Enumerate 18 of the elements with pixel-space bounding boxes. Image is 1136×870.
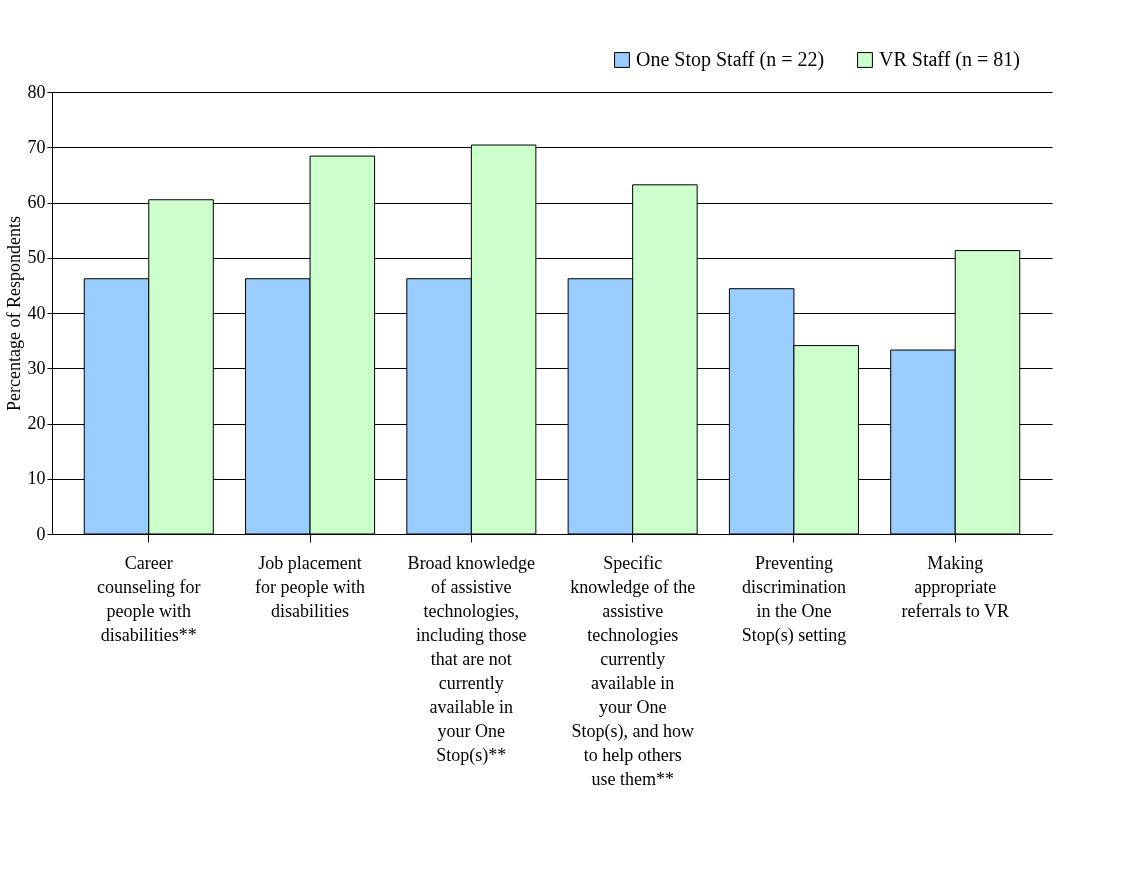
legend-label: One Stop Staff (n = 22) [636, 48, 825, 71]
y-tick-label: 10 [27, 468, 46, 489]
category-label: Broad knowledge of assistive technologies, including those that are not currently available in your One Stop(s)** [407, 552, 536, 765]
x-tick-label: Making appropriate referrals to VR [901, 552, 1010, 621]
y-tick-label: 30 [27, 357, 46, 378]
y-tick-label: 50 [27, 247, 46, 268]
x-tick-label: Job placement for people with disabilities [255, 552, 366, 621]
y-tick-label: 80 [27, 81, 46, 102]
x-tick-label: Career counseling for people with disabilities** [97, 552, 201, 645]
y-tick-label: 20 [27, 413, 46, 433]
y-tick-label: 70 [27, 136, 46, 157]
x-tick-label: Preventing discrimination in the One Stop(s) setting [741, 552, 847, 646]
y-tick-label: 0 [36, 523, 46, 544]
category-label: Specific knowledge of the assistive technologies currently available in your One Stop(s), and how to help others use them** [570, 552, 696, 789]
y-axis-title: Percentage of Respondents [3, 216, 24, 411]
y-tick-label: 40 [27, 302, 46, 323]
y-tick-label: 60 [27, 192, 46, 212]
legend-label: VR Staff (n = 81) [879, 48, 1020, 71]
